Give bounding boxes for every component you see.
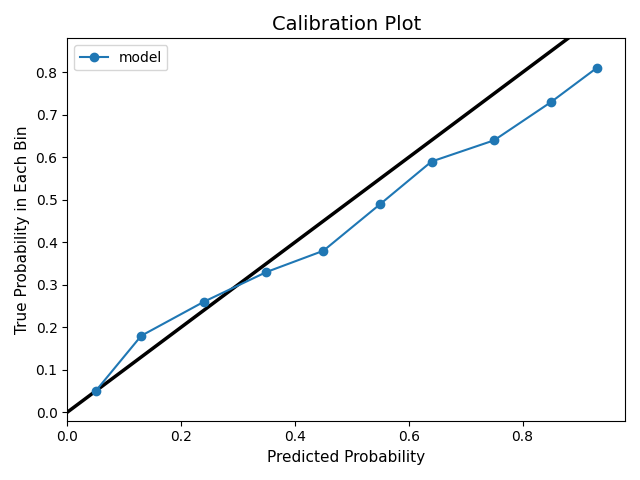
model [262, 269, 270, 275]
model [138, 333, 145, 338]
Y-axis label: True Probability in Each Bin: True Probability in Each Bin [15, 125, 30, 334]
model [593, 65, 600, 71]
Legend: model: model [74, 45, 168, 71]
Line: model: model [92, 64, 601, 395]
X-axis label: Predicted Probability: Predicted Probability [267, 450, 425, 465]
model [319, 248, 327, 253]
model [547, 99, 555, 105]
Title: Calibration Plot: Calibration Plot [271, 15, 420, 34]
model [92, 388, 100, 394]
model [428, 159, 435, 165]
model [200, 299, 208, 305]
model [490, 137, 498, 143]
model [376, 201, 384, 207]
